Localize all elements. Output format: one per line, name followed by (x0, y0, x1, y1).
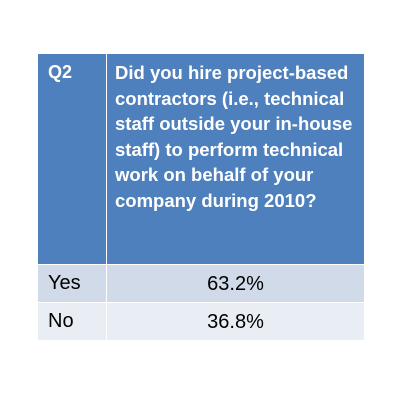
survey-results-table: Q2 Did you hire project-based contractor… (38, 54, 364, 341)
table-row: Yes 63.2% (38, 265, 364, 303)
question-number: Q2 (38, 54, 107, 264)
row-value-yes: 63.2% (207, 273, 264, 295)
row-label-no: No (38, 303, 107, 340)
row-label-yes: Yes (38, 265, 107, 302)
table-header-row: Q2 Did you hire project-based contractor… (38, 54, 364, 265)
row-value-no: 36.8% (207, 311, 264, 333)
question-text: Did you hire project-based contractors (… (115, 62, 353, 211)
table-row: No 36.8% (38, 303, 364, 341)
